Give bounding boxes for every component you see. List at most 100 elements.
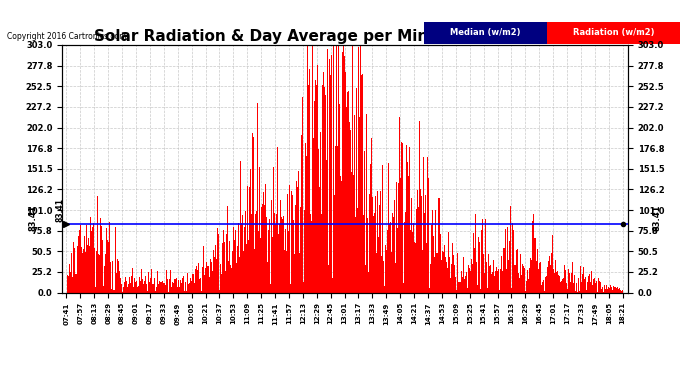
Bar — [297, 187, 298, 292]
Bar — [468, 273, 469, 292]
Bar — [249, 187, 250, 292]
Bar — [544, 291, 545, 292]
Bar — [300, 207, 301, 292]
Bar — [380, 191, 381, 292]
Bar — [377, 191, 378, 292]
Bar — [461, 273, 462, 292]
Bar — [519, 278, 520, 292]
Bar — [167, 279, 168, 292]
Bar — [523, 266, 524, 292]
Bar — [207, 266, 208, 292]
Bar — [449, 256, 450, 292]
Bar — [238, 223, 239, 292]
Bar — [567, 289, 569, 292]
Bar — [233, 227, 234, 292]
Bar — [188, 279, 190, 292]
Bar — [272, 237, 273, 292]
Bar — [261, 207, 262, 292]
Bar — [580, 280, 582, 292]
Bar — [210, 259, 211, 292]
Bar — [418, 207, 419, 292]
Bar — [111, 289, 112, 292]
Bar — [486, 288, 488, 292]
Bar — [525, 291, 526, 292]
Bar — [508, 240, 509, 292]
Bar — [587, 282, 589, 292]
Bar — [439, 198, 440, 292]
Bar — [217, 228, 218, 292]
Bar — [74, 248, 75, 292]
Bar — [607, 289, 609, 292]
Bar — [251, 214, 252, 292]
Bar — [162, 280, 164, 292]
Bar — [516, 251, 517, 292]
Bar — [351, 172, 352, 292]
Bar — [505, 229, 506, 292]
Bar — [496, 267, 497, 292]
Bar — [471, 259, 472, 292]
Bar — [584, 279, 585, 292]
Bar — [306, 156, 307, 292]
Bar — [424, 213, 425, 292]
Bar — [279, 224, 280, 292]
Bar — [288, 200, 289, 292]
Bar — [155, 272, 157, 292]
Bar — [317, 64, 318, 292]
Bar — [86, 225, 87, 292]
Bar — [141, 279, 143, 292]
Bar — [224, 242, 225, 292]
Bar — [206, 262, 207, 292]
Bar — [250, 169, 251, 292]
Bar — [533, 217, 535, 292]
Bar — [386, 230, 388, 292]
Bar — [357, 208, 358, 292]
Bar — [269, 219, 270, 292]
Bar — [309, 69, 310, 292]
Bar — [399, 117, 400, 292]
Bar — [202, 267, 204, 292]
Bar — [161, 277, 162, 292]
Bar — [90, 217, 91, 292]
Bar — [369, 195, 371, 292]
Bar — [92, 226, 93, 292]
Bar — [460, 282, 461, 292]
Bar — [362, 74, 363, 292]
Bar — [483, 254, 484, 292]
Bar — [585, 277, 586, 292]
Bar — [139, 278, 140, 292]
Bar — [462, 278, 463, 292]
Bar — [253, 137, 254, 292]
Bar — [440, 234, 441, 292]
Bar — [591, 270, 592, 292]
Bar — [542, 282, 543, 292]
Bar — [158, 284, 159, 292]
Bar — [515, 265, 516, 292]
Bar — [271, 200, 272, 292]
Bar — [430, 264, 431, 292]
Bar — [572, 262, 573, 292]
Bar — [226, 234, 227, 292]
Bar — [579, 291, 580, 292]
Bar — [547, 22, 680, 44]
Bar — [331, 55, 332, 292]
Bar — [396, 182, 397, 292]
Bar — [372, 197, 373, 292]
Bar — [361, 75, 362, 292]
Bar — [342, 51, 343, 292]
Bar — [365, 265, 366, 292]
Bar — [492, 272, 493, 292]
Bar — [311, 220, 312, 292]
Bar — [260, 238, 261, 292]
Bar — [368, 272, 369, 292]
Bar — [199, 279, 200, 292]
Bar — [267, 262, 268, 292]
Bar — [190, 278, 191, 292]
Bar — [414, 242, 415, 292]
Bar — [179, 287, 180, 292]
Bar — [335, 146, 336, 292]
Bar — [197, 270, 198, 292]
Bar — [187, 273, 188, 292]
Bar — [166, 270, 167, 292]
Bar — [549, 256, 550, 292]
Bar — [371, 138, 372, 292]
